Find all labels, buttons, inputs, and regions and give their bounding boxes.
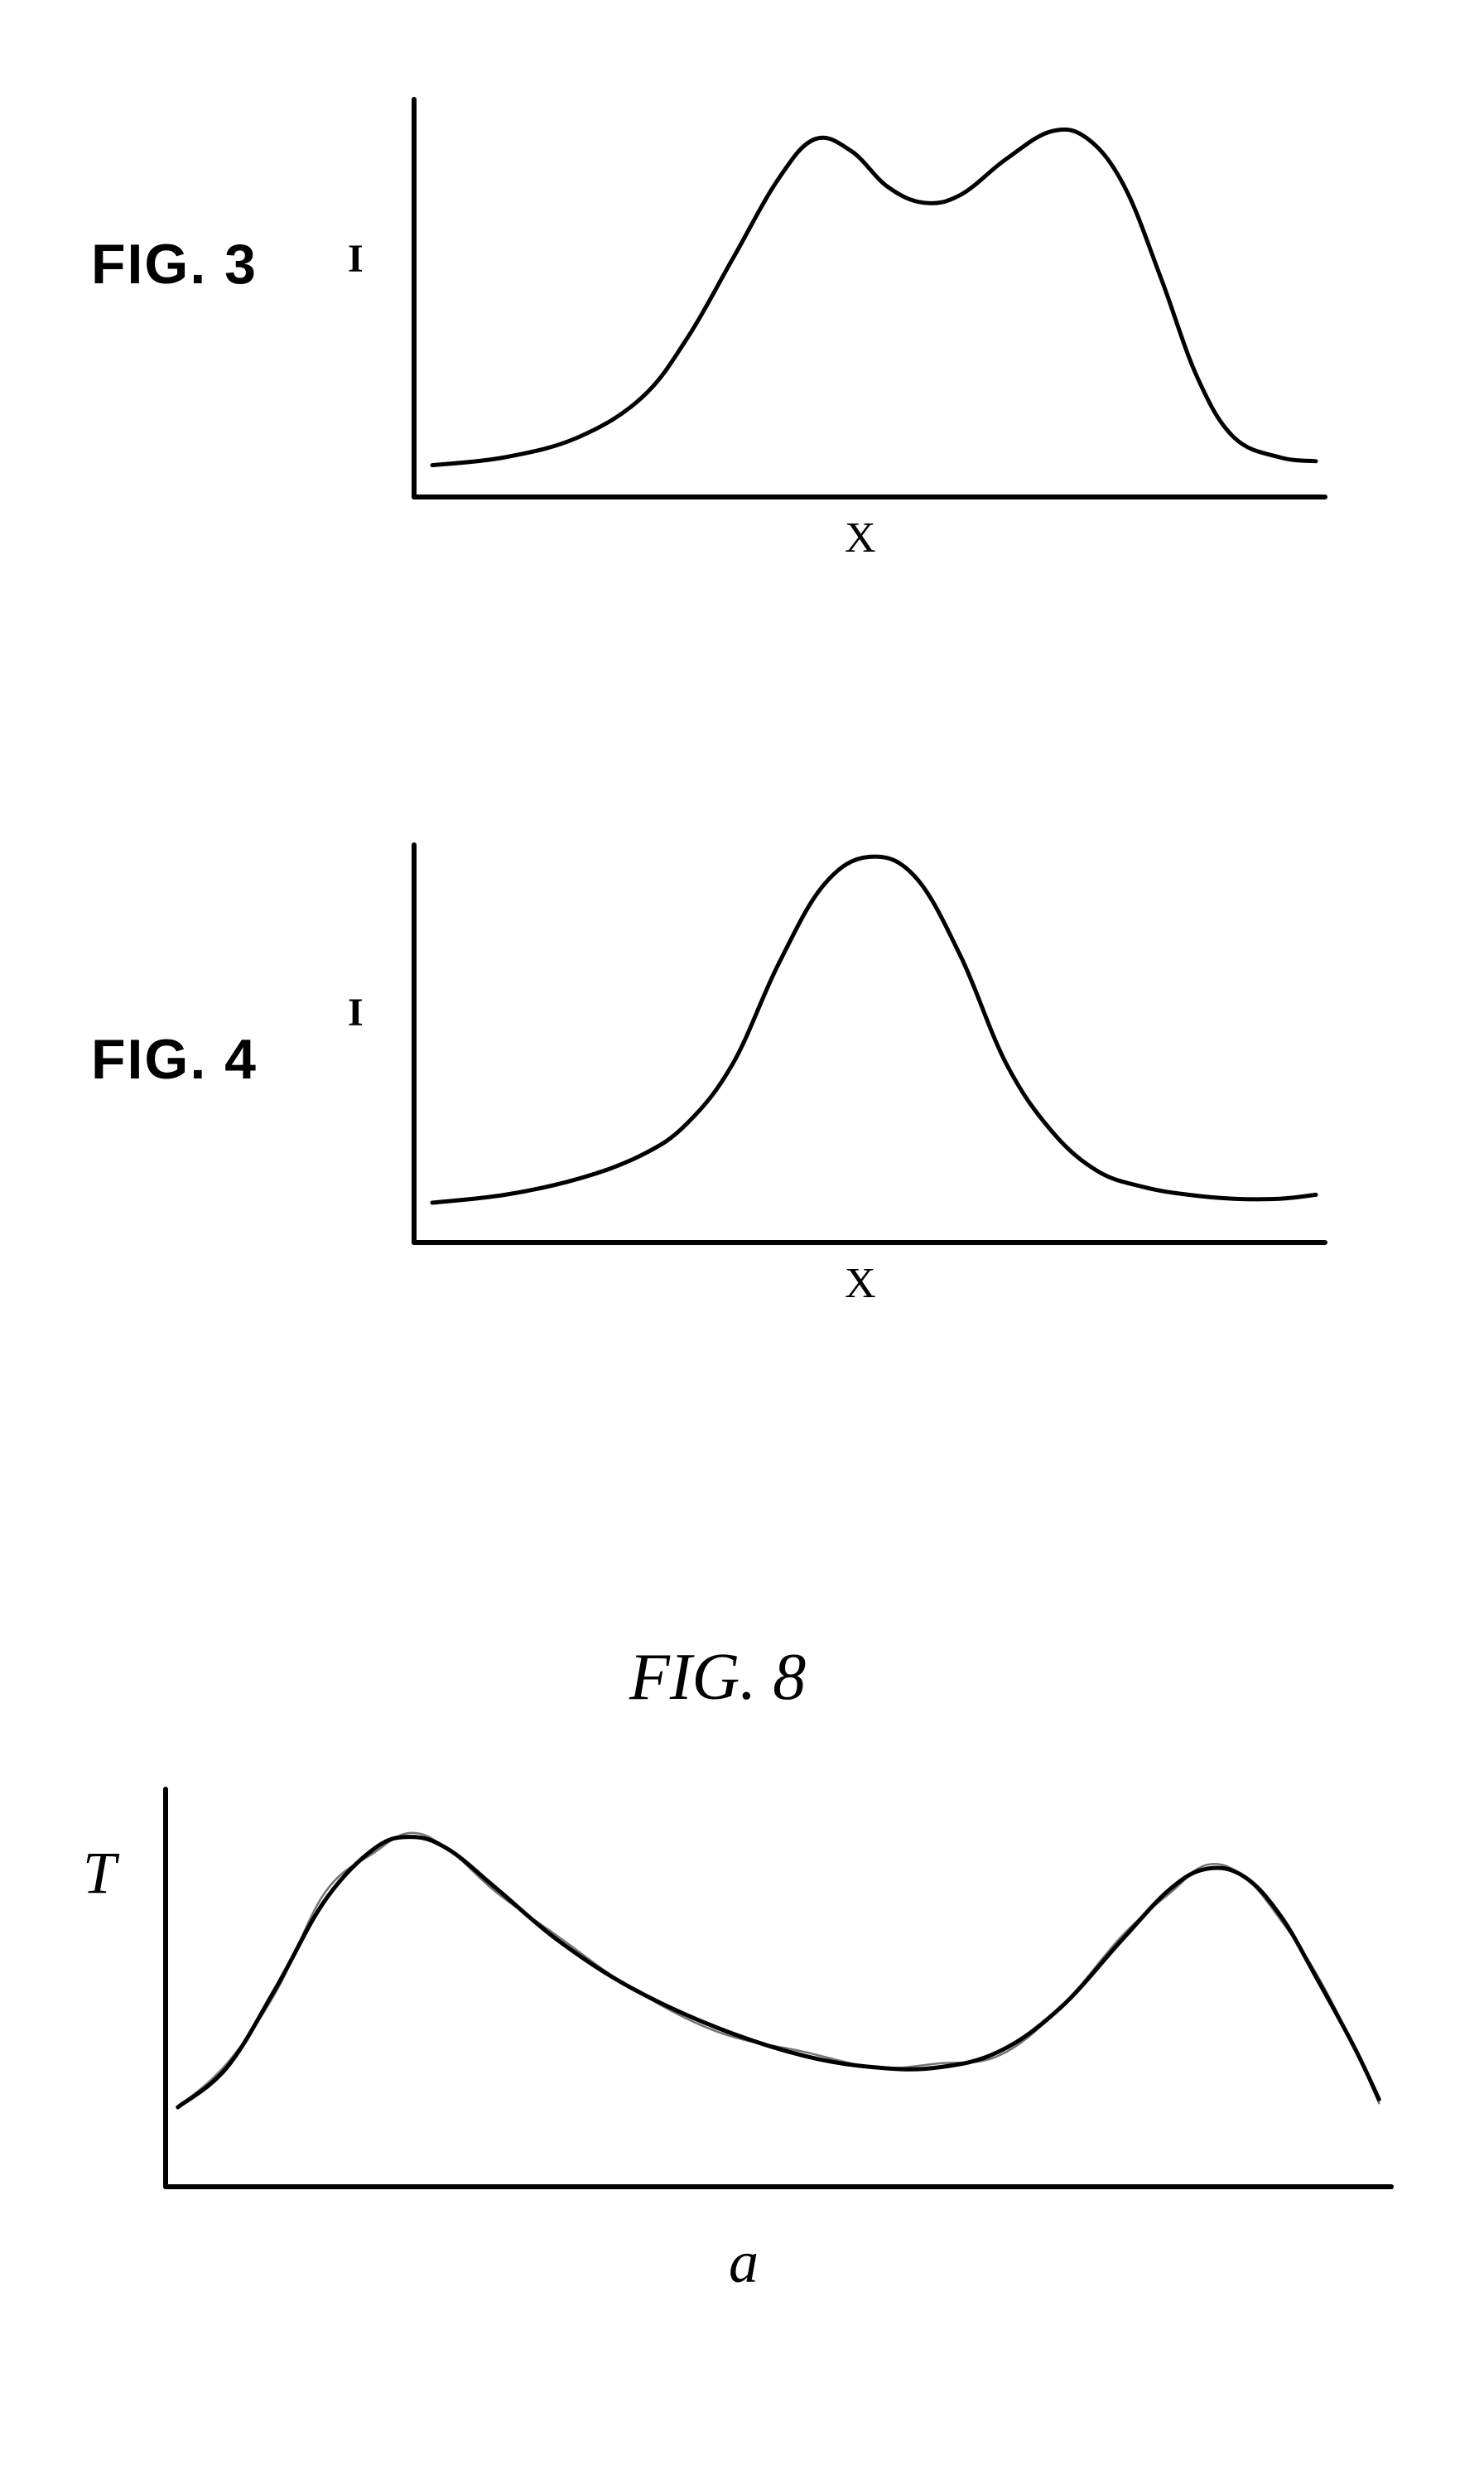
fig3-plot <box>398 83 1342 514</box>
fig8-plot <box>149 1773 1408 2203</box>
curve <box>178 1837 1379 2107</box>
fig3-xlabel: X <box>845 514 876 562</box>
fig8-title: FIG. 8 <box>629 1640 806 1715</box>
fig4-ylabel: I <box>348 990 364 1035</box>
fig4-xlabel: X <box>845 1259 876 1308</box>
fig8-ylabel: T <box>83 1839 116 1908</box>
fig4-plot <box>398 828 1342 1259</box>
page: FIG. 3 I X FIG. 4 I X FIG. 8 T a <box>0 0 1484 2475</box>
curve <box>432 856 1316 1203</box>
fig3-label: FIG. 3 <box>91 232 258 297</box>
curve <box>432 129 1316 465</box>
fig3-ylabel: I <box>348 236 364 282</box>
fig8-xlabel: a <box>729 2228 759 2297</box>
fig4-label: FIG. 4 <box>91 1027 258 1092</box>
